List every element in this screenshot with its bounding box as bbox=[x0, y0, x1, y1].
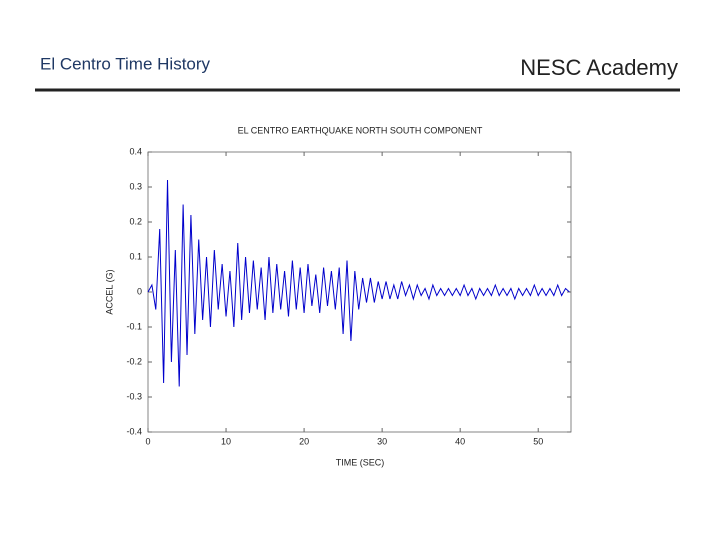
y-tick-label: 0.4 bbox=[129, 146, 142, 156]
y-tick-label: 0.2 bbox=[129, 216, 142, 226]
y-axis-label: ACCEL (G) bbox=[104, 269, 114, 314]
series-line bbox=[147, 179, 570, 387]
x-tick-label: 10 bbox=[221, 436, 231, 446]
chart-title: EL CENTRO EARTHQUAKE NORTH SOUTH COMPONE… bbox=[238, 125, 483, 135]
plot-frame bbox=[147, 151, 572, 433]
y-tick-label: -0.4 bbox=[126, 426, 142, 436]
x-tick-label: 30 bbox=[377, 436, 387, 446]
x-axis-label: TIME (SEC) bbox=[336, 457, 385, 467]
x-tick-label: 20 bbox=[299, 436, 309, 446]
y-tick-label: 0.3 bbox=[129, 181, 142, 191]
y-tick-label: 0 bbox=[137, 286, 142, 296]
y-tick-label: -0.3 bbox=[126, 391, 142, 401]
y-tick-label: -0.2 bbox=[126, 356, 142, 366]
x-tick-label: 0 bbox=[145, 436, 150, 446]
x-tick-label: 50 bbox=[533, 436, 543, 446]
y-tick-label: -0.1 bbox=[126, 321, 142, 331]
x-tick-label: 40 bbox=[455, 436, 465, 446]
slide-title: El Centro Time History bbox=[40, 54, 211, 73]
y-tick-label: 0.1 bbox=[129, 251, 142, 261]
brand: NESC Academy bbox=[520, 55, 678, 80]
